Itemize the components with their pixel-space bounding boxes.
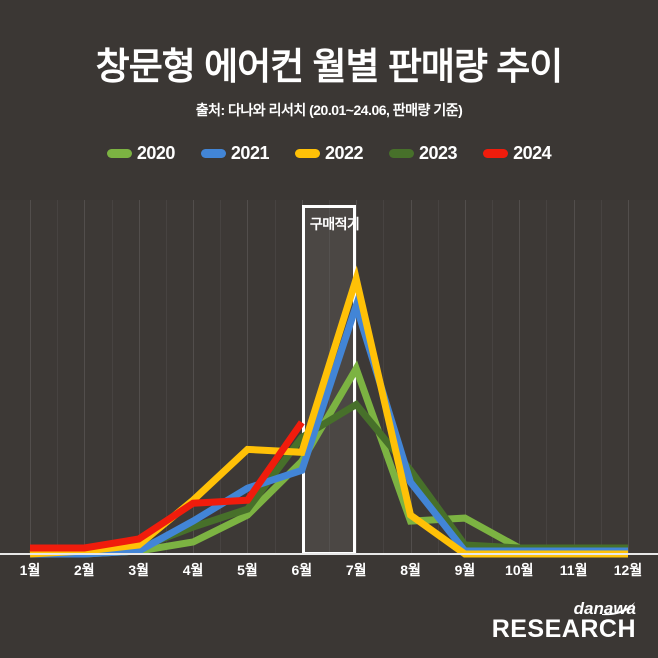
gridline-minor xyxy=(492,200,494,554)
legend-label-2024: 2024 xyxy=(513,143,552,163)
page-title: 창문형 에어컨 월별 판매량 추이 xyxy=(95,46,564,87)
legend-swatch-2021 xyxy=(200,149,226,158)
legend-item-2022[interactable]: 2022 xyxy=(294,143,364,164)
gridline-minor xyxy=(274,200,276,554)
legend-label-2021: 2021 xyxy=(230,143,270,163)
logo-research: RESEARCH xyxy=(491,615,636,643)
legend-swatch-2020 xyxy=(106,149,132,158)
x-tick-9월: 9월 xyxy=(454,562,476,578)
gridline xyxy=(138,200,140,554)
legend-label-2022: 2022 xyxy=(324,143,364,163)
chart-subtitle: 출처: 다나와 리서치 (20.01~24.06, 판매량 기준) xyxy=(195,102,463,118)
x-tick-3월: 3월 xyxy=(128,562,150,578)
x-tick-12월: 12월 xyxy=(613,562,643,578)
chart-legend: 2020 2021 2022 2023 2024 xyxy=(0,143,658,164)
gridline xyxy=(519,200,521,554)
series-line-2023 xyxy=(30,399,628,558)
legend-item-2024[interactable]: 2024 xyxy=(483,143,552,164)
gridline xyxy=(464,200,466,554)
gridline xyxy=(573,200,575,554)
gridline-minor xyxy=(383,200,385,554)
gridline xyxy=(628,200,629,554)
gridline-minor xyxy=(546,200,548,554)
x-tick-11월: 11월 xyxy=(559,562,588,578)
legend-label-2020: 2020 xyxy=(136,143,176,163)
danawa-research-logo: danawa RESEARCH xyxy=(492,600,636,642)
gridline xyxy=(410,200,412,554)
gridline xyxy=(247,200,249,554)
legend-item-2023[interactable]: 2023 xyxy=(389,143,458,164)
x-tick-6월: 6월 xyxy=(291,562,313,578)
gridline-minor xyxy=(57,200,59,554)
series-line-2024 xyxy=(30,420,305,552)
swoosh-icon xyxy=(602,602,635,616)
legend-swatch-2024 xyxy=(483,149,509,158)
x-tick-1월: 1월 xyxy=(19,562,41,578)
x-tick-5월: 5월 xyxy=(237,562,258,578)
x-tick-8월: 8월 xyxy=(400,562,421,578)
x-axis-line xyxy=(0,553,658,555)
series-line-2021 xyxy=(30,294,628,558)
x-tick-10월: 10월 xyxy=(505,562,534,578)
gridline xyxy=(30,200,31,554)
x-tick-4월: 4월 xyxy=(182,562,204,578)
gridline-minor xyxy=(600,200,602,554)
gridline xyxy=(193,200,195,554)
purchase-window-label: 구매적기 xyxy=(309,216,360,232)
gridline-minor xyxy=(220,200,222,554)
x-tick-7월: 7월 xyxy=(345,562,367,578)
legend-item-2021[interactable]: 2021 xyxy=(200,143,270,164)
x-tick-2월: 2월 xyxy=(74,562,95,578)
legend-item-2020[interactable]: 2020 xyxy=(106,143,176,164)
legend-label-2023: 2023 xyxy=(419,143,458,163)
legend-swatch-2023 xyxy=(389,149,415,158)
gridline xyxy=(84,200,86,554)
legend-swatch-2022 xyxy=(294,149,320,158)
x-axis-ticks: 1월 2월 3월 4월 5월 6월 7월 8월 9월 10월 11월 12월 xyxy=(0,556,658,586)
gridline-minor xyxy=(437,200,439,554)
gridline-minor xyxy=(111,200,113,554)
gridline-minor xyxy=(165,200,167,554)
